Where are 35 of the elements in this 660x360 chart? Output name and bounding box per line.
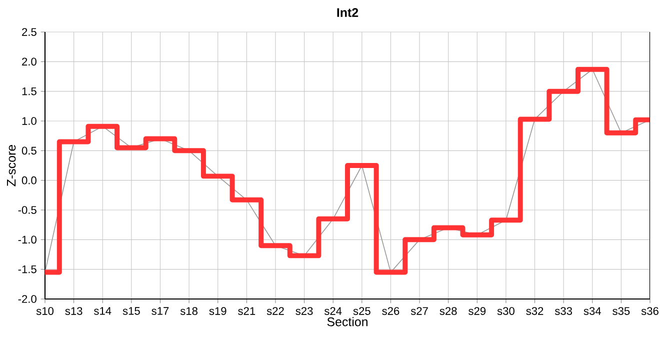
x-tick-label: s26	[382, 307, 400, 315]
x-tick-label: s19	[209, 307, 226, 315]
x-tick-label: s34	[584, 307, 601, 315]
x-tick-label: s33	[554, 307, 572, 315]
x-tick-label: s30	[497, 307, 514, 315]
y-tick-label: -0.5	[18, 206, 36, 214]
x-axis-title: Section	[327, 317, 368, 326]
x-tick-label: s21	[238, 307, 256, 315]
x-tick-label: s15	[122, 307, 140, 315]
x-tick-label: s24	[324, 307, 342, 315]
y-tick-label: -2.0	[18, 295, 36, 303]
x-tick-label: s25	[353, 307, 370, 315]
y-tick-label: 0.5	[22, 146, 36, 155]
y-tick-label: 0.0	[22, 176, 36, 184]
y-tick-label: 2.0	[22, 58, 36, 66]
x-tick-label: s13	[65, 307, 82, 315]
x-tick-label: s29	[468, 307, 486, 315]
x-tick-label: s17	[152, 307, 169, 315]
x-tick-label: s10	[36, 307, 54, 315]
x-tick-label: s14	[94, 307, 112, 315]
y-tick-label: -1.0	[18, 236, 36, 244]
y-tick-label: 1.0	[22, 117, 36, 125]
x-tick-label: s23	[296, 307, 313, 315]
x-tick-label: s22	[266, 307, 284, 315]
x-tick-label: s32	[526, 307, 544, 315]
x-tick-label: s35	[612, 307, 630, 315]
y-tick-label: -1.5	[18, 265, 36, 274]
x-tick-label: s27	[410, 307, 428, 315]
x-tick-label: s36	[641, 307, 658, 315]
y-axis-title: Z-score	[6, 144, 16, 186]
y-tick-label: 1.5	[22, 87, 36, 96]
x-tick-label: s18	[180, 307, 198, 315]
x-tick-label: s28	[440, 307, 457, 315]
chart-title: Int2	[337, 8, 358, 17]
y-tick-label: 2.5	[22, 28, 36, 36]
